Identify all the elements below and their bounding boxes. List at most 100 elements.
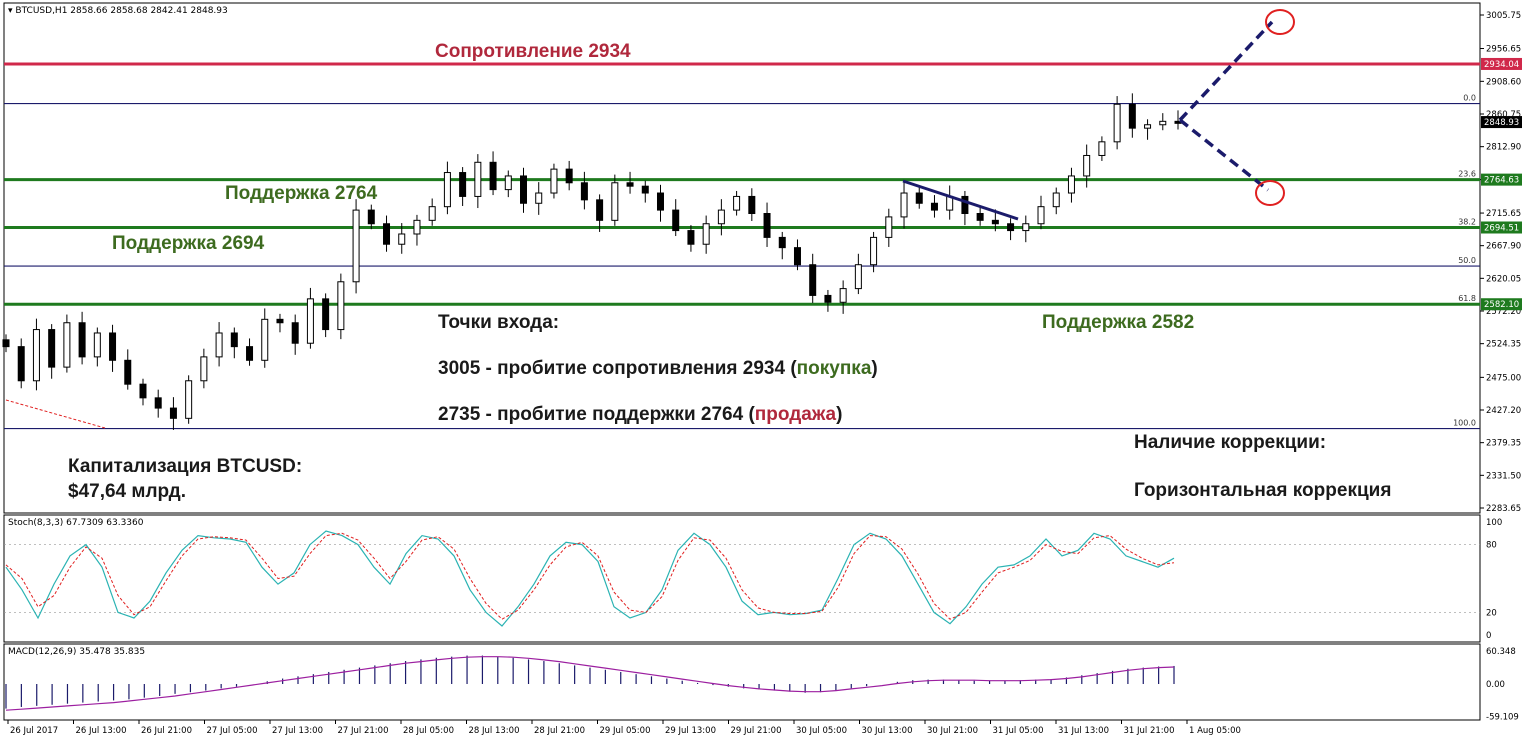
candle-body [839,288,847,303]
candle-body [915,192,923,204]
time-tick-label: 27 Jul 21:00 [338,726,389,736]
price-tick-label: 2908.60 [1486,77,1521,87]
price-tick-label: 2331.50 [1486,471,1521,481]
support-2764-label: Поддержка 2764 [225,183,378,204]
candle-body [1128,103,1136,129]
fib-level-label: 0.0 [1463,94,1476,103]
candle-body [687,230,695,245]
menu-triangle-icon[interactable]: ▾ [8,6,13,16]
price-tick-label: 2379.35 [1486,439,1521,449]
candle-body [1098,141,1106,156]
price-tick-label: 2427.20 [1486,406,1521,416]
price-marker-box [1481,298,1522,311]
entry-buy-line: 3005 - пробитие сопротивления 2934 (поку… [438,358,878,379]
price-marker-box [1481,116,1522,129]
candle-body [322,298,330,331]
candle-body [580,182,588,201]
main-pane-frame [3,2,1481,514]
falling-trendline [902,179,1019,221]
candle-body [337,281,345,331]
ohlc-values: 2858.66 2858.68 2842.41 2848.93 [70,6,228,16]
candle-body [2,339,10,348]
candle-body [870,236,878,266]
time-tick-label: 30 Jul 13:00 [862,726,913,736]
price-marker-label: 2934.04 [1484,60,1519,70]
fib-level-label: 23.6 [1458,170,1476,179]
sell-projection-arrow [1178,118,1270,192]
price-marker-box [1481,221,1522,234]
candle-body [702,223,710,245]
candle-body [550,168,558,194]
price-marker-label: 2848.93 [1484,118,1519,128]
stoch-signal-line [5,532,1175,620]
candle-body [352,209,360,283]
candle-body [1037,206,1045,225]
candle-body [930,202,938,211]
price-tick-label: 2475.00 [1486,373,1521,383]
macd-tick-label: 0.00 [1486,680,1505,690]
candle-body [1159,120,1167,126]
price-tick-label: 2572.20 [1486,307,1521,317]
time-tick-label: 29 Jul 21:00 [731,726,782,736]
candle-body [1067,175,1075,194]
price-tick-label: 2956.65 [1486,45,1521,55]
candle-body [961,195,969,215]
price-tick-label: 2620.05 [1486,274,1521,284]
stoch-tick-label: 20 [1486,608,1497,618]
candle-body [246,346,254,361]
time-tick-label: 30 Jul 21:00 [927,726,978,736]
candle-body [976,213,984,221]
candle-body [459,172,467,197]
correction-type: Горизонтальная коррекция [1134,480,1392,501]
candle-body [489,161,497,191]
support-2582-label: Поддержка 2582 [1042,312,1195,333]
support-2694-label: Поддержка 2694 [112,233,265,254]
candle-body [656,192,664,211]
chart-header: ▾ BTCUSD,H1 2858.66 2858.68 2842.41 2848… [8,6,228,16]
buy-word: покупка [796,358,872,379]
time-tick-label: 27 Jul 05:00 [207,726,258,736]
candle-body [1052,192,1060,208]
candle-body [261,318,269,361]
price-tick-label: 2283.65 [1486,504,1521,514]
price-tick-label: 2812.90 [1486,143,1521,153]
time-tick-label: 26 Jul 13:00 [76,726,127,736]
time-tick-label: 31 Jul 21:00 [1124,726,1175,736]
candle-body [733,195,741,211]
candle-body [611,182,619,221]
price-marker-label: 2764.63 [1484,176,1519,186]
candle-body [17,346,25,382]
time-tick-label: 26 Jul 2017 [10,726,58,736]
candle-body [139,383,147,399]
macd-tick-label: 60.348 [1486,647,1516,657]
time-tick-label: 1 Aug 05:00 [1189,726,1241,736]
candle-body [398,233,406,245]
macd-pane-frame [3,643,1481,721]
candle-body [200,356,208,382]
candle-body [763,213,771,238]
fib-level-label: 38.2 [1458,217,1476,226]
candle-body [383,223,391,245]
candle-body [306,298,314,344]
fib-level-label: 100.0 [1453,419,1476,428]
time-tick-label: 28 Jul 21:00 [534,726,585,736]
macd-tick-label: -59.109 [1486,712,1519,722]
time-tick-label: 28 Jul 13:00 [469,726,520,736]
symbol-label: BTCUSD,H1 [15,6,68,16]
price-marker-box [1481,57,1522,70]
price-tick-label: 2860.75 [1486,110,1521,120]
capitalization-value: $47,64 млрд. [68,481,186,502]
stoch-tick-label: 0 [1486,631,1491,641]
candle-body [854,264,862,290]
candle-body [230,332,238,348]
candle-body [169,407,177,419]
stoch-label: Stoch(8,3,3) 67.7309 63.3360 [8,518,144,528]
price-tick-label: 2667.90 [1486,242,1521,252]
target-circle-down [1255,180,1285,206]
candle-body [504,175,512,191]
candle-body [900,192,908,218]
time-tick-label: 28 Jul 05:00 [403,726,454,736]
candle-body [291,322,299,344]
candle-body [276,318,284,324]
